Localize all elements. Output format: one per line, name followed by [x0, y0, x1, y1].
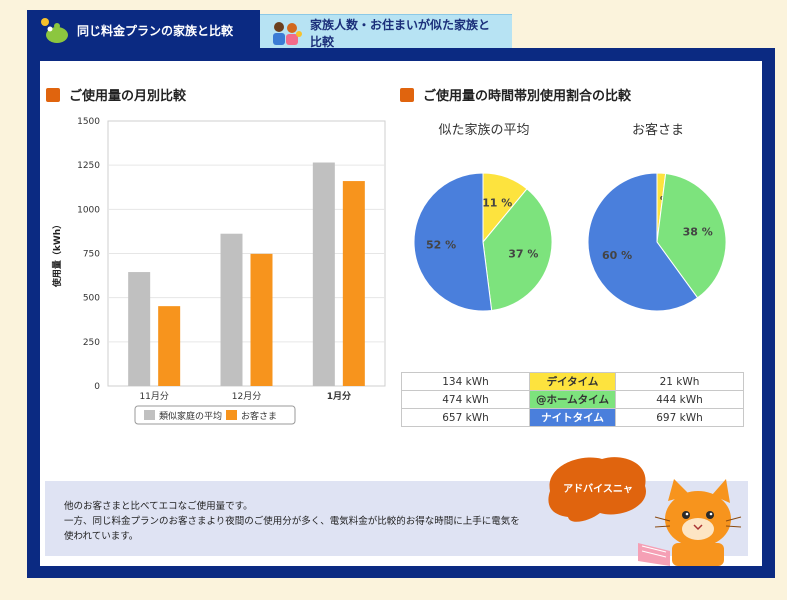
y-tick-label: 0	[94, 382, 100, 392]
tab-similar-family[interactable]: 家族人数・お住まいが似た家族と比較	[260, 14, 512, 50]
nighttime-label: ナイトタイム	[529, 408, 616, 427]
legend-box	[134, 405, 296, 425]
tab-label: 同じ料金プランの家族と比較	[77, 23, 234, 38]
x-tick-label: 11月分	[139, 391, 168, 402]
hometime-label: @ホームタイム	[529, 390, 616, 409]
pie-title-customer: お客さま	[631, 123, 684, 138]
pie-slice	[482, 188, 553, 312]
pie-slice	[656, 172, 727, 299]
table-row: 134 kWh デイタイム 21 kWh	[401, 372, 744, 391]
y-axis-label: 使用量（kWh）	[51, 220, 63, 288]
customer-usage-cell: 697 kWh	[615, 408, 744, 427]
x-tick-label: 1月分	[327, 390, 351, 402]
pie-chart-average: 11 % 37 % 52 %	[413, 172, 553, 312]
avg-usage-cell: 657 kWh	[401, 408, 530, 427]
bar-average	[220, 233, 243, 386]
content-panel: ご使用量の月別比較 ご使用量の時間帯別使用割合の比較 0 250 500 750 100…	[40, 61, 762, 566]
tab-label: 家族人数・お住まいが似た家族と比較	[310, 17, 491, 49]
pie-title-average: 似た家族の平均	[438, 123, 530, 138]
avg-usage-cell: 134 kWh	[401, 372, 530, 391]
cat-mascot-icon: アドバイスニャ	[548, 457, 742, 566]
pie-value-label: 37 %	[508, 248, 538, 261]
x-tick-label: 12月分	[232, 391, 261, 402]
speech-bubble-icon	[548, 457, 646, 522]
bar-customer	[342, 181, 365, 386]
table-row: 657 kWh ナイトタイム 697 kWh	[401, 408, 744, 427]
y-tick-label: 1000	[77, 205, 100, 215]
y-tick-label: 250	[83, 338, 100, 348]
tab-bar: 同じ料金プランの家族と比較 家族人数・お住まいが似た家族と比較	[27, 10, 512, 50]
legend-label: お客さま	[241, 410, 277, 422]
pie-chart-customer: 2 %38 %60 %	[587, 172, 727, 312]
bullet-square-icon	[400, 87, 414, 102]
bar-average	[312, 162, 335, 386]
legend-swatch	[226, 410, 237, 420]
table-row: 474 kWh @ホームタイム 444 kWh	[401, 390, 744, 409]
pie-value-label: 38 %	[683, 226, 713, 239]
chart-canvas: 0 250 500 750 1000 1250 1500 使用量（kWh） 11月分 12月分 1月…	[51, 117, 727, 425]
tab-same-plan[interactable]: 同じ料金プランの家族と比較	[27, 10, 260, 50]
y-tick-label: 1500	[77, 117, 100, 127]
family-icon	[270, 19, 304, 47]
bullet-square-icon	[46, 87, 60, 102]
avg-usage-cell: 474 kWh	[401, 390, 530, 409]
customer-usage-cell: 21 kWh	[615, 372, 744, 391]
bar-customer	[250, 253, 273, 386]
customer-usage-cell: 444 kWh	[615, 390, 744, 409]
pie-slice	[587, 172, 699, 312]
monthly-section-title: ご使用量の月別比較	[46, 85, 186, 104]
legend-swatch	[144, 410, 155, 420]
pie-value-label: 52 %	[426, 239, 456, 252]
bubble-label: アドバイスニャ	[563, 483, 633, 495]
pie-value-label: 60 %	[602, 249, 632, 262]
pie-slice	[413, 172, 493, 312]
legend-label: 類似家庭の平均	[159, 410, 222, 422]
daytime-label: デイタイム	[529, 372, 616, 391]
bar-customer	[158, 306, 181, 386]
monthly-bar-chart: 0 250 500 750 1000 1250 1500 使用量（kWh） 11月分 12月分 1月…	[51, 117, 386, 425]
content-frame: ご使用量の月別比較 ご使用量の時間帯別使用割合の比較 0 250 500 750 100…	[27, 48, 775, 578]
usage-table: 134 kWh デイタイム 21 kWh 474 kWh @ホームタイム 444…	[401, 372, 744, 427]
y-tick-label: 1250	[77, 161, 100, 171]
bar-average	[128, 272, 151, 386]
pie-value-label: 11 %	[482, 196, 512, 209]
y-tick-label: 500	[83, 294, 100, 304]
y-tick-label: 750	[83, 250, 100, 260]
advice-text: 他のお客さまと比べてエコなご使用量です。 一方、同じ料金プランのお客さまより夜間…	[64, 501, 520, 542]
family-money-icon	[37, 16, 71, 44]
hourly-section-title: ご使用量の時間帯別使用割合の比較	[400, 85, 631, 104]
chart-legend: 類似家庭の平均 お客さま	[134, 405, 296, 425]
